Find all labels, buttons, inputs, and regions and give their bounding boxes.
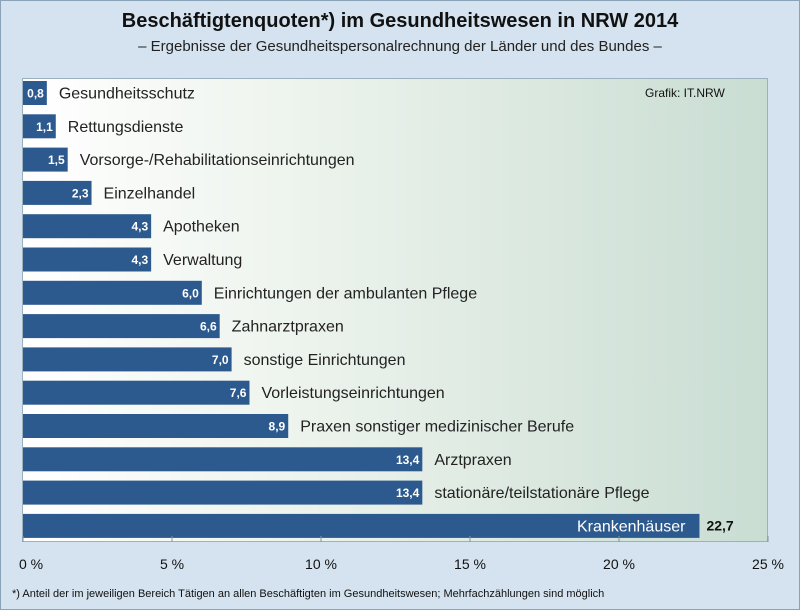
bar-value-label-3: 1,5 bbox=[48, 153, 65, 167]
x-tick-label-1: 0 % bbox=[19, 556, 43, 572]
chart-title: Beschäftigtenquoten*) im Gesundheitswese… bbox=[121, 10, 679, 32]
bar-value-label-9: 7,0 bbox=[212, 353, 229, 367]
category-label-3: Vorsorge-/Rehabilitationseinrichtungen bbox=[80, 152, 355, 169]
bar-value-label-2: 1,1 bbox=[36, 120, 53, 134]
bar-8 bbox=[23, 314, 220, 339]
bar-value-label-5: 4,3 bbox=[131, 220, 148, 234]
x-tick-label-6: 25 % bbox=[752, 556, 784, 572]
chart-footnote: *) Anteil der im jeweiligen Bereich Täti… bbox=[12, 588, 605, 600]
bar-value-label-6: 4,3 bbox=[131, 253, 148, 267]
chart-subtitle: – Ergebnisse der Gesundheitspersonalrech… bbox=[138, 38, 662, 55]
category-label-11: Praxen sonstiger medizinischer Berufe bbox=[300, 419, 574, 436]
chart-credit: Grafik: IT.NRW bbox=[645, 86, 725, 100]
bar-5 bbox=[23, 214, 152, 239]
x-tick-label-3: 10 % bbox=[305, 556, 337, 572]
bar-value-label-11: 8,9 bbox=[269, 420, 286, 434]
category-label-13: stationäre/teilstationäre Pflege bbox=[434, 485, 649, 502]
bar-value-label-10: 7,6 bbox=[230, 386, 247, 400]
category-label-6: Verwaltung bbox=[163, 252, 242, 269]
bar-value-label-1: 0,8 bbox=[27, 87, 44, 101]
category-label-12: Arztpraxen bbox=[434, 452, 511, 469]
bar-11 bbox=[23, 414, 289, 438]
bar-3 bbox=[23, 147, 68, 172]
bar-value-label-13: 13,4 bbox=[396, 486, 420, 500]
bar-14 bbox=[23, 513, 700, 538]
x-tick-label-5: 20 % bbox=[603, 556, 635, 572]
category-label-5: Apotheken bbox=[163, 219, 240, 236]
x-tick-label-4: 15 % bbox=[454, 556, 486, 572]
category-label-4: Einzelhandel bbox=[104, 185, 196, 202]
bar-value-label-8: 6,6 bbox=[200, 320, 217, 334]
bar-12 bbox=[23, 447, 423, 472]
category-label-14: Krankenhäuser bbox=[577, 518, 686, 535]
bar-value-label-14: 22,7 bbox=[706, 517, 733, 533]
bar-13 bbox=[23, 480, 423, 505]
bar-10 bbox=[23, 380, 250, 405]
category-label-9: sonstige Einrichtungen bbox=[244, 352, 406, 369]
category-label-8: Zahnarztpraxen bbox=[232, 319, 344, 336]
x-tick-label-2: 5 % bbox=[160, 556, 184, 572]
bar-9 bbox=[23, 347, 232, 372]
bar-7 bbox=[23, 280, 202, 305]
bar-value-label-12: 13,4 bbox=[396, 453, 420, 467]
bar-value-label-7: 6,0 bbox=[182, 286, 199, 300]
category-label-2: Rettungsdienste bbox=[68, 119, 184, 136]
category-label-10: Vorleistungseinrichtungen bbox=[261, 385, 444, 402]
bar-2 bbox=[23, 114, 56, 139]
bar-value-label-4: 2,3 bbox=[72, 186, 89, 200]
bar-6 bbox=[23, 247, 152, 272]
category-label-7: Einrichtungen der ambulanten Pflege bbox=[214, 285, 477, 302]
bar-1 bbox=[23, 81, 47, 105]
category-label-1: Gesundheitsschutz bbox=[59, 86, 195, 103]
bar-4 bbox=[23, 180, 92, 205]
